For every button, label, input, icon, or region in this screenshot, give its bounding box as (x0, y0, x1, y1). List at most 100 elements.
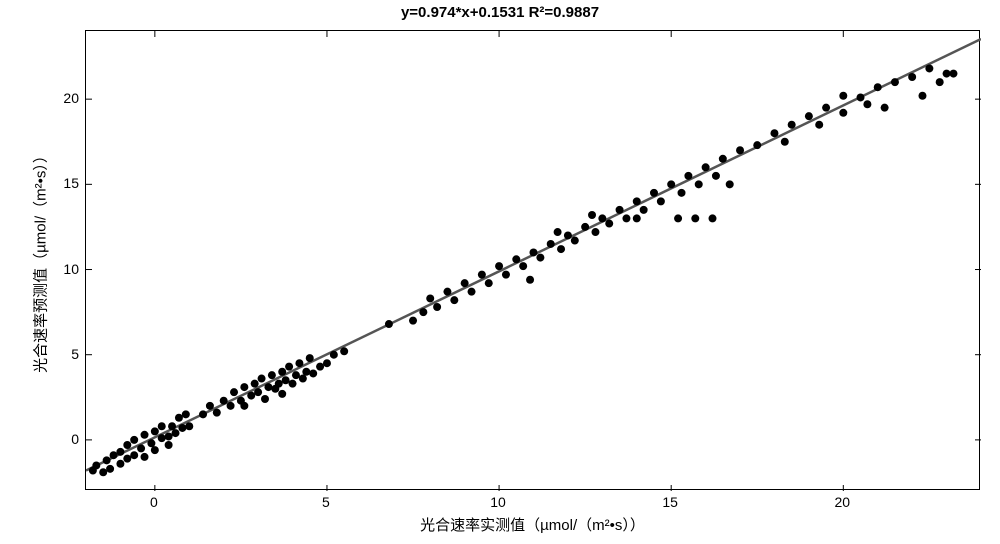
data-point (278, 368, 286, 376)
data-point (839, 109, 847, 117)
data-point (106, 465, 114, 473)
scatter-chart: y=0.974*x+0.1531 R²=0.9887 光合速率实测值（µmol/… (0, 0, 1000, 544)
data-point (185, 422, 193, 430)
data-point (230, 388, 238, 396)
data-point (770, 129, 778, 137)
data-point (330, 351, 338, 359)
x-tick-label: 10 (490, 494, 506, 510)
data-point (598, 214, 606, 222)
data-point (289, 380, 297, 388)
y-axis-label: 光合速率预测值（µmol/（m²•s）） (30, 31, 51, 491)
y-tick-label: 10 (55, 261, 79, 277)
data-point (306, 354, 314, 362)
data-point (650, 189, 658, 197)
data-point (92, 461, 100, 469)
data-point (495, 262, 503, 270)
data-point (278, 390, 286, 398)
data-point (719, 155, 727, 163)
data-point (268, 371, 276, 379)
data-point (123, 441, 131, 449)
x-tick-label: 0 (150, 494, 158, 510)
chart-title: y=0.974*x+0.1531 R²=0.9887 (0, 4, 1000, 21)
data-point (640, 206, 648, 214)
data-point (936, 78, 944, 86)
data-point (206, 402, 214, 410)
data-point (918, 92, 926, 100)
data-point (213, 409, 221, 417)
data-point (925, 64, 933, 72)
data-point (839, 92, 847, 100)
data-point (130, 436, 138, 444)
data-point (158, 422, 166, 430)
data-point (264, 383, 272, 391)
data-point (678, 189, 686, 197)
data-point (691, 214, 699, 222)
x-tick-label: 5 (322, 494, 330, 510)
data-point (512, 255, 520, 263)
data-point (526, 276, 534, 284)
data-point (667, 180, 675, 188)
data-point (151, 427, 159, 435)
data-point (282, 376, 290, 384)
data-point (316, 363, 324, 371)
data-point (684, 172, 692, 180)
data-point (419, 308, 427, 316)
data-point (116, 460, 124, 468)
data-point (199, 410, 207, 418)
data-point (309, 369, 317, 377)
y-tick-label: 5 (55, 346, 79, 362)
data-point (502, 271, 510, 279)
data-point (168, 422, 176, 430)
data-point (781, 138, 789, 146)
data-point (165, 432, 173, 440)
data-point (130, 451, 138, 459)
data-point (485, 279, 493, 287)
data-point (616, 206, 624, 214)
data-point (622, 214, 630, 222)
data-point (175, 414, 183, 422)
data-point (261, 395, 269, 403)
data-point (633, 214, 641, 222)
data-point (633, 197, 641, 205)
data-point (254, 388, 262, 396)
plot-area (85, 30, 980, 490)
x-tick-label: 20 (835, 494, 851, 510)
data-point (605, 220, 613, 228)
data-point (99, 468, 107, 476)
data-point (822, 104, 830, 112)
data-point (554, 228, 562, 236)
data-point (908, 73, 916, 81)
data-point (240, 383, 248, 391)
data-point (251, 380, 259, 388)
data-point (788, 121, 796, 129)
plot-svg (86, 31, 981, 491)
data-point (581, 223, 589, 231)
data-point (530, 248, 538, 256)
data-point (178, 424, 186, 432)
x-axis-label: 光合速率实测值（µmol/（m²•s）） (85, 514, 980, 535)
data-point (588, 211, 596, 219)
data-point (285, 363, 293, 371)
data-point (564, 231, 572, 239)
data-point (137, 444, 145, 452)
data-point (240, 402, 248, 410)
data-point (426, 294, 434, 302)
data-point (591, 228, 599, 236)
data-point (299, 375, 307, 383)
data-point (726, 180, 734, 188)
data-point (695, 180, 703, 188)
data-point (702, 163, 710, 171)
data-point (172, 429, 180, 437)
data-point (123, 455, 131, 463)
data-point (949, 70, 957, 78)
data-point (165, 441, 173, 449)
data-point (227, 402, 235, 410)
data-point (709, 214, 717, 222)
data-point (247, 392, 255, 400)
data-point (547, 240, 555, 248)
data-point (292, 371, 300, 379)
data-point (433, 303, 441, 311)
data-point (943, 70, 951, 78)
data-point (295, 359, 303, 367)
data-point (478, 271, 486, 279)
